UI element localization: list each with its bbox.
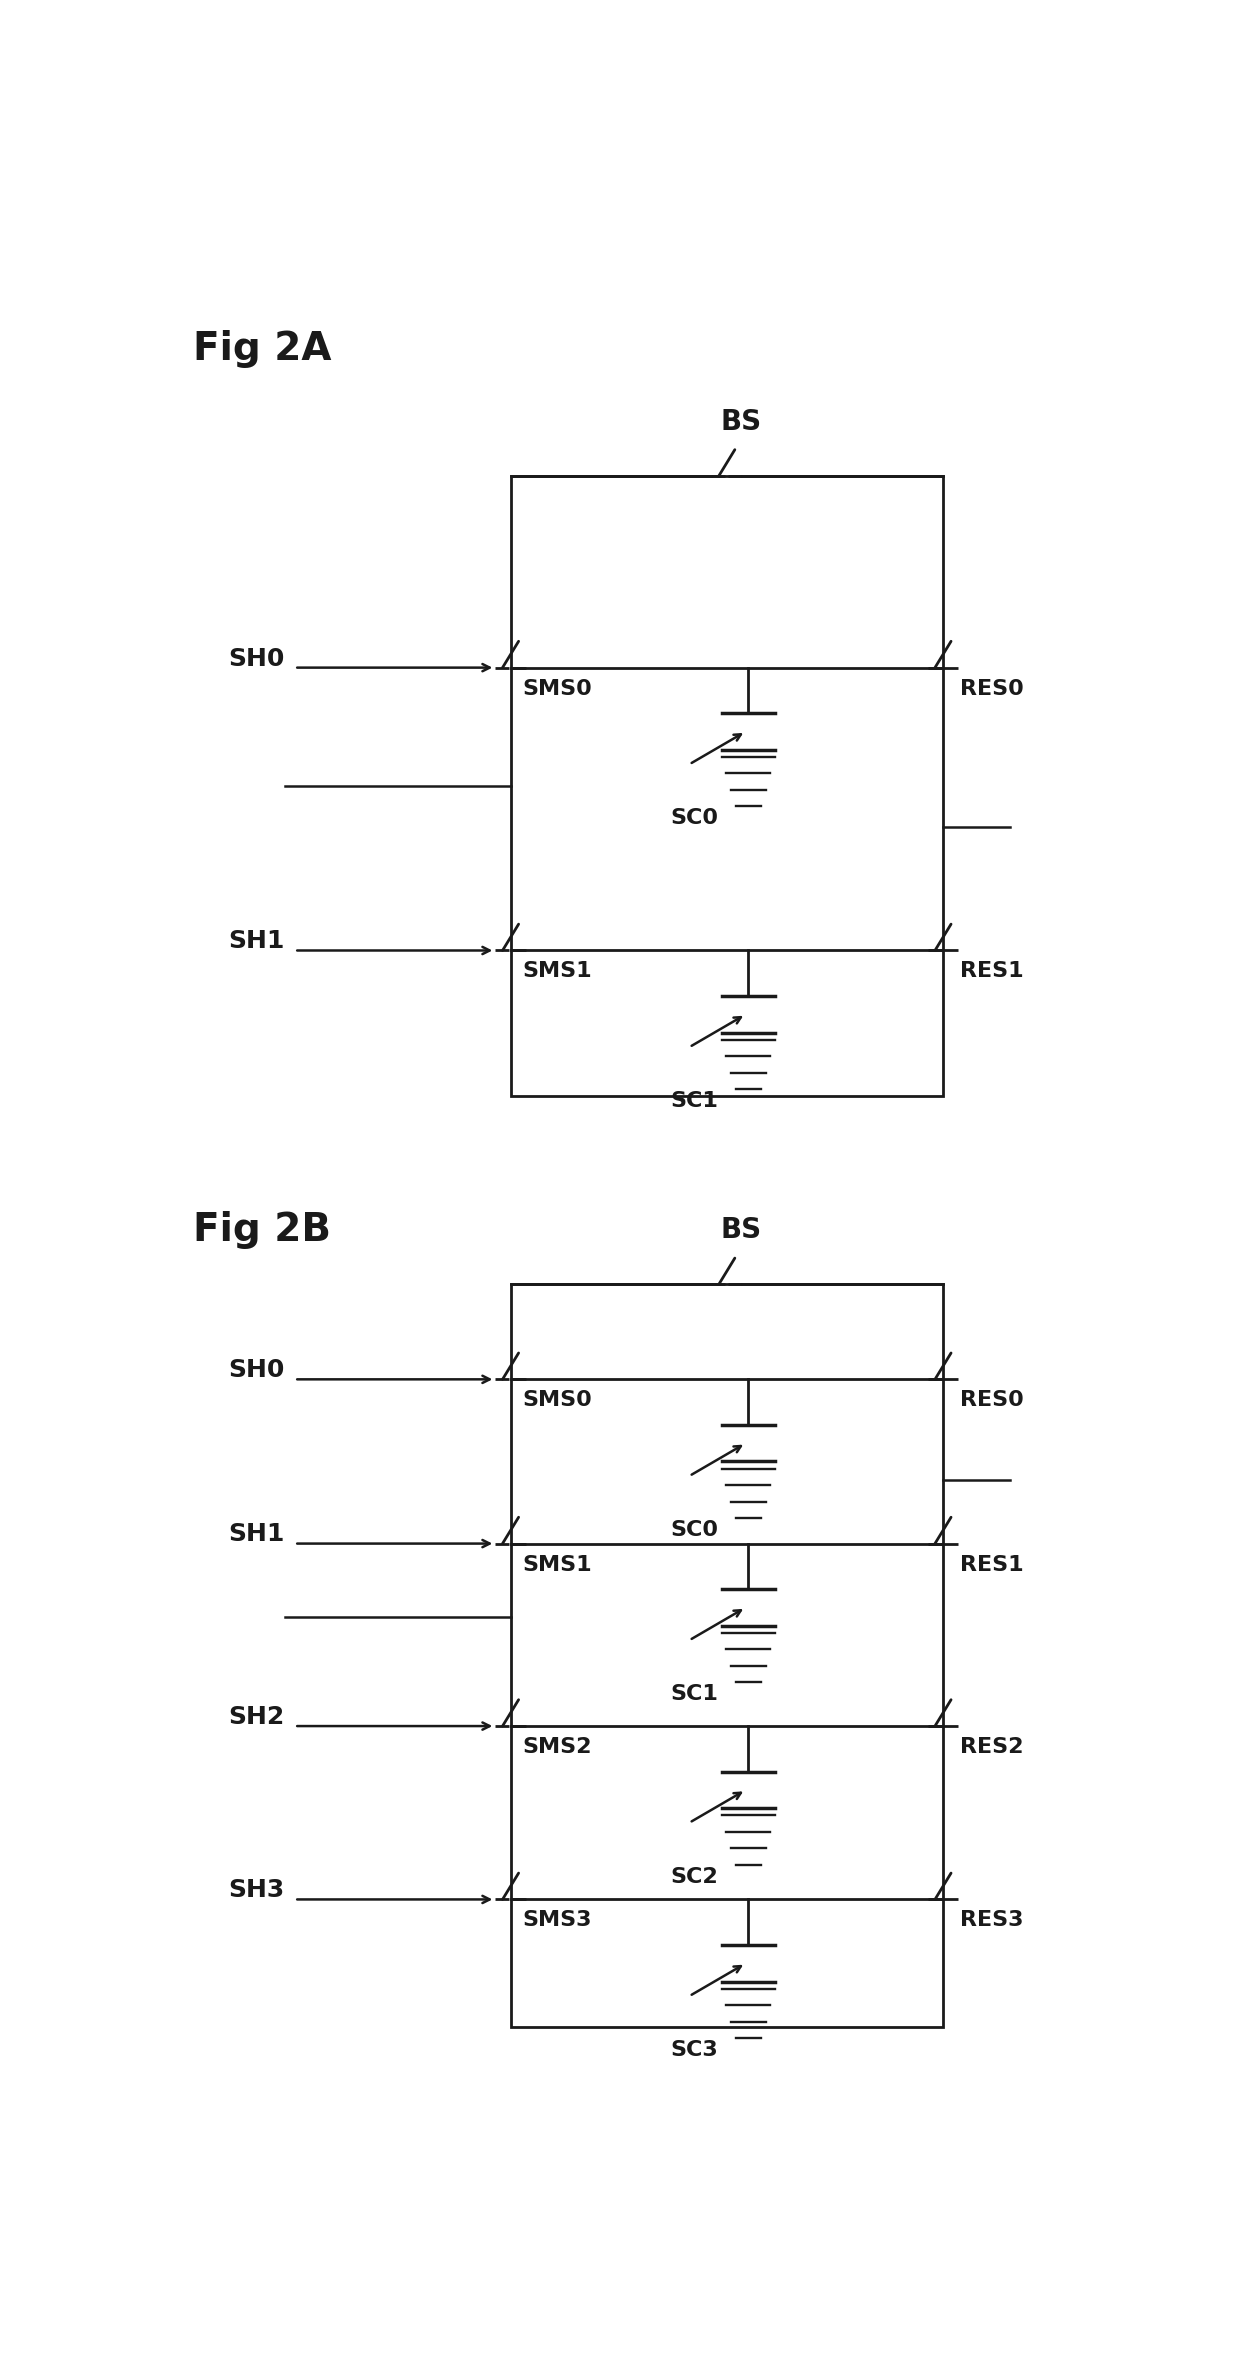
Text: SMS2: SMS2 [522, 1737, 591, 1756]
Text: Fig 2B: Fig 2B [193, 1211, 331, 1249]
Text: SC2: SC2 [671, 1868, 718, 1887]
Text: SH1: SH1 [228, 1522, 285, 1548]
Text: SC1: SC1 [671, 1090, 718, 1112]
Text: SH2: SH2 [228, 1704, 285, 1730]
Text: RES1: RES1 [960, 962, 1024, 981]
Text: SMS1: SMS1 [522, 1555, 591, 1574]
Text: RES0: RES0 [960, 678, 1024, 699]
Text: BS: BS [720, 408, 761, 436]
Text: SMS1: SMS1 [522, 962, 591, 981]
Text: RES3: RES3 [960, 1910, 1024, 1932]
Text: BS: BS [720, 1216, 761, 1244]
Text: SH1: SH1 [228, 929, 285, 953]
Text: Fig 2A: Fig 2A [193, 329, 332, 367]
Text: SC1: SC1 [671, 1685, 718, 1704]
Text: RES1: RES1 [960, 1555, 1024, 1574]
Text: SC3: SC3 [671, 2041, 718, 2060]
Bar [511, 1285, 942, 2026]
Text: SMS3: SMS3 [522, 1910, 591, 1932]
Text: SH0: SH0 [228, 1358, 285, 1382]
Text: SC0: SC0 [671, 808, 718, 827]
Text: SH3: SH3 [228, 1879, 285, 1903]
Text: SC0: SC0 [671, 1519, 718, 1540]
Text: RES0: RES0 [960, 1391, 1024, 1410]
Text: RES2: RES2 [960, 1737, 1024, 1756]
Text: SH0: SH0 [228, 647, 285, 671]
Text: SMS0: SMS0 [522, 678, 591, 699]
Bar [511, 476, 942, 1097]
Text: SMS0: SMS0 [522, 1391, 591, 1410]
